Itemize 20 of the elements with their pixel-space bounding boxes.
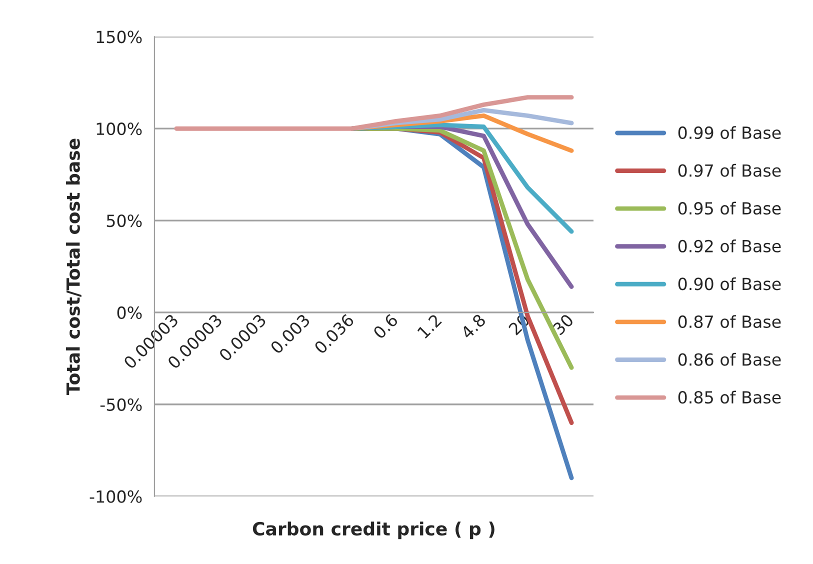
legend-label: 0.87 of Base <box>678 315 781 328</box>
line-series <box>174 95 574 131</box>
legend-label: 0.90 of Base <box>678 277 781 290</box>
y-tick-label: -50% <box>100 398 142 411</box>
legend-label: 0.95 of Base <box>678 202 781 215</box>
y-tick-label: 150% <box>96 30 142 44</box>
y-tick-label: -100% <box>90 490 142 503</box>
legend-label: 0.85 of Base <box>678 390 781 404</box>
y-tick-label: 100% <box>96 122 142 136</box>
x-axis-title: Carbon credit price ( p ) <box>252 522 494 540</box>
x-tick-label: 30 <box>552 313 574 336</box>
legend-label: 0.97 of Base <box>678 164 781 177</box>
x-tick-label: 0.6 <box>372 313 399 340</box>
legend-label: 0.86 of Base <box>678 352 781 366</box>
y-axis-title: Total cost/Total cost base <box>66 138 82 395</box>
legend-label: 0.99 of Base <box>678 126 781 140</box>
y-tick-label: 50% <box>106 214 142 228</box>
x-tick-label: 1.2 <box>416 314 442 339</box>
legend-label: 0.92 of Base <box>678 240 781 252</box>
x-tick-label: 4.8 <box>460 313 486 340</box>
